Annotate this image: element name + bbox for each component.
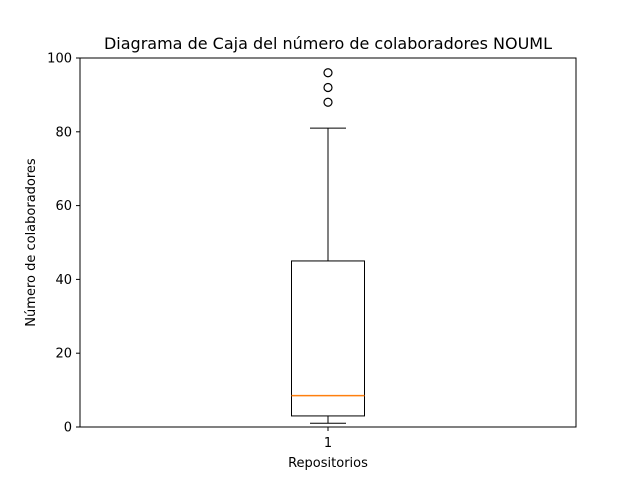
- y-tick-label: 0: [64, 421, 72, 436]
- x-tick-label: 1: [324, 436, 332, 451]
- interquartile-box: [291, 260, 365, 417]
- x-axis: 1: [324, 427, 332, 451]
- x-axis-label: Repositorios: [288, 456, 368, 471]
- chart-title: Diagrama de Caja del número de colaborad…: [104, 34, 552, 53]
- y-tick-label: 100: [47, 52, 72, 67]
- y-tick-label: 60: [55, 199, 72, 214]
- outlier-point: [323, 82, 333, 93]
- outlier-point: [323, 97, 333, 107]
- y-tick-label: 80: [55, 125, 72, 140]
- y-tick-label: 40: [55, 273, 72, 288]
- plot-area: [291, 68, 365, 424]
- outlier-point: [323, 68, 333, 78]
- y-axis-label: Número de colaboradores: [24, 158, 39, 327]
- y-tick-label: 20: [55, 347, 72, 362]
- y-axis: 0 20 40 60 80 100: [47, 52, 80, 436]
